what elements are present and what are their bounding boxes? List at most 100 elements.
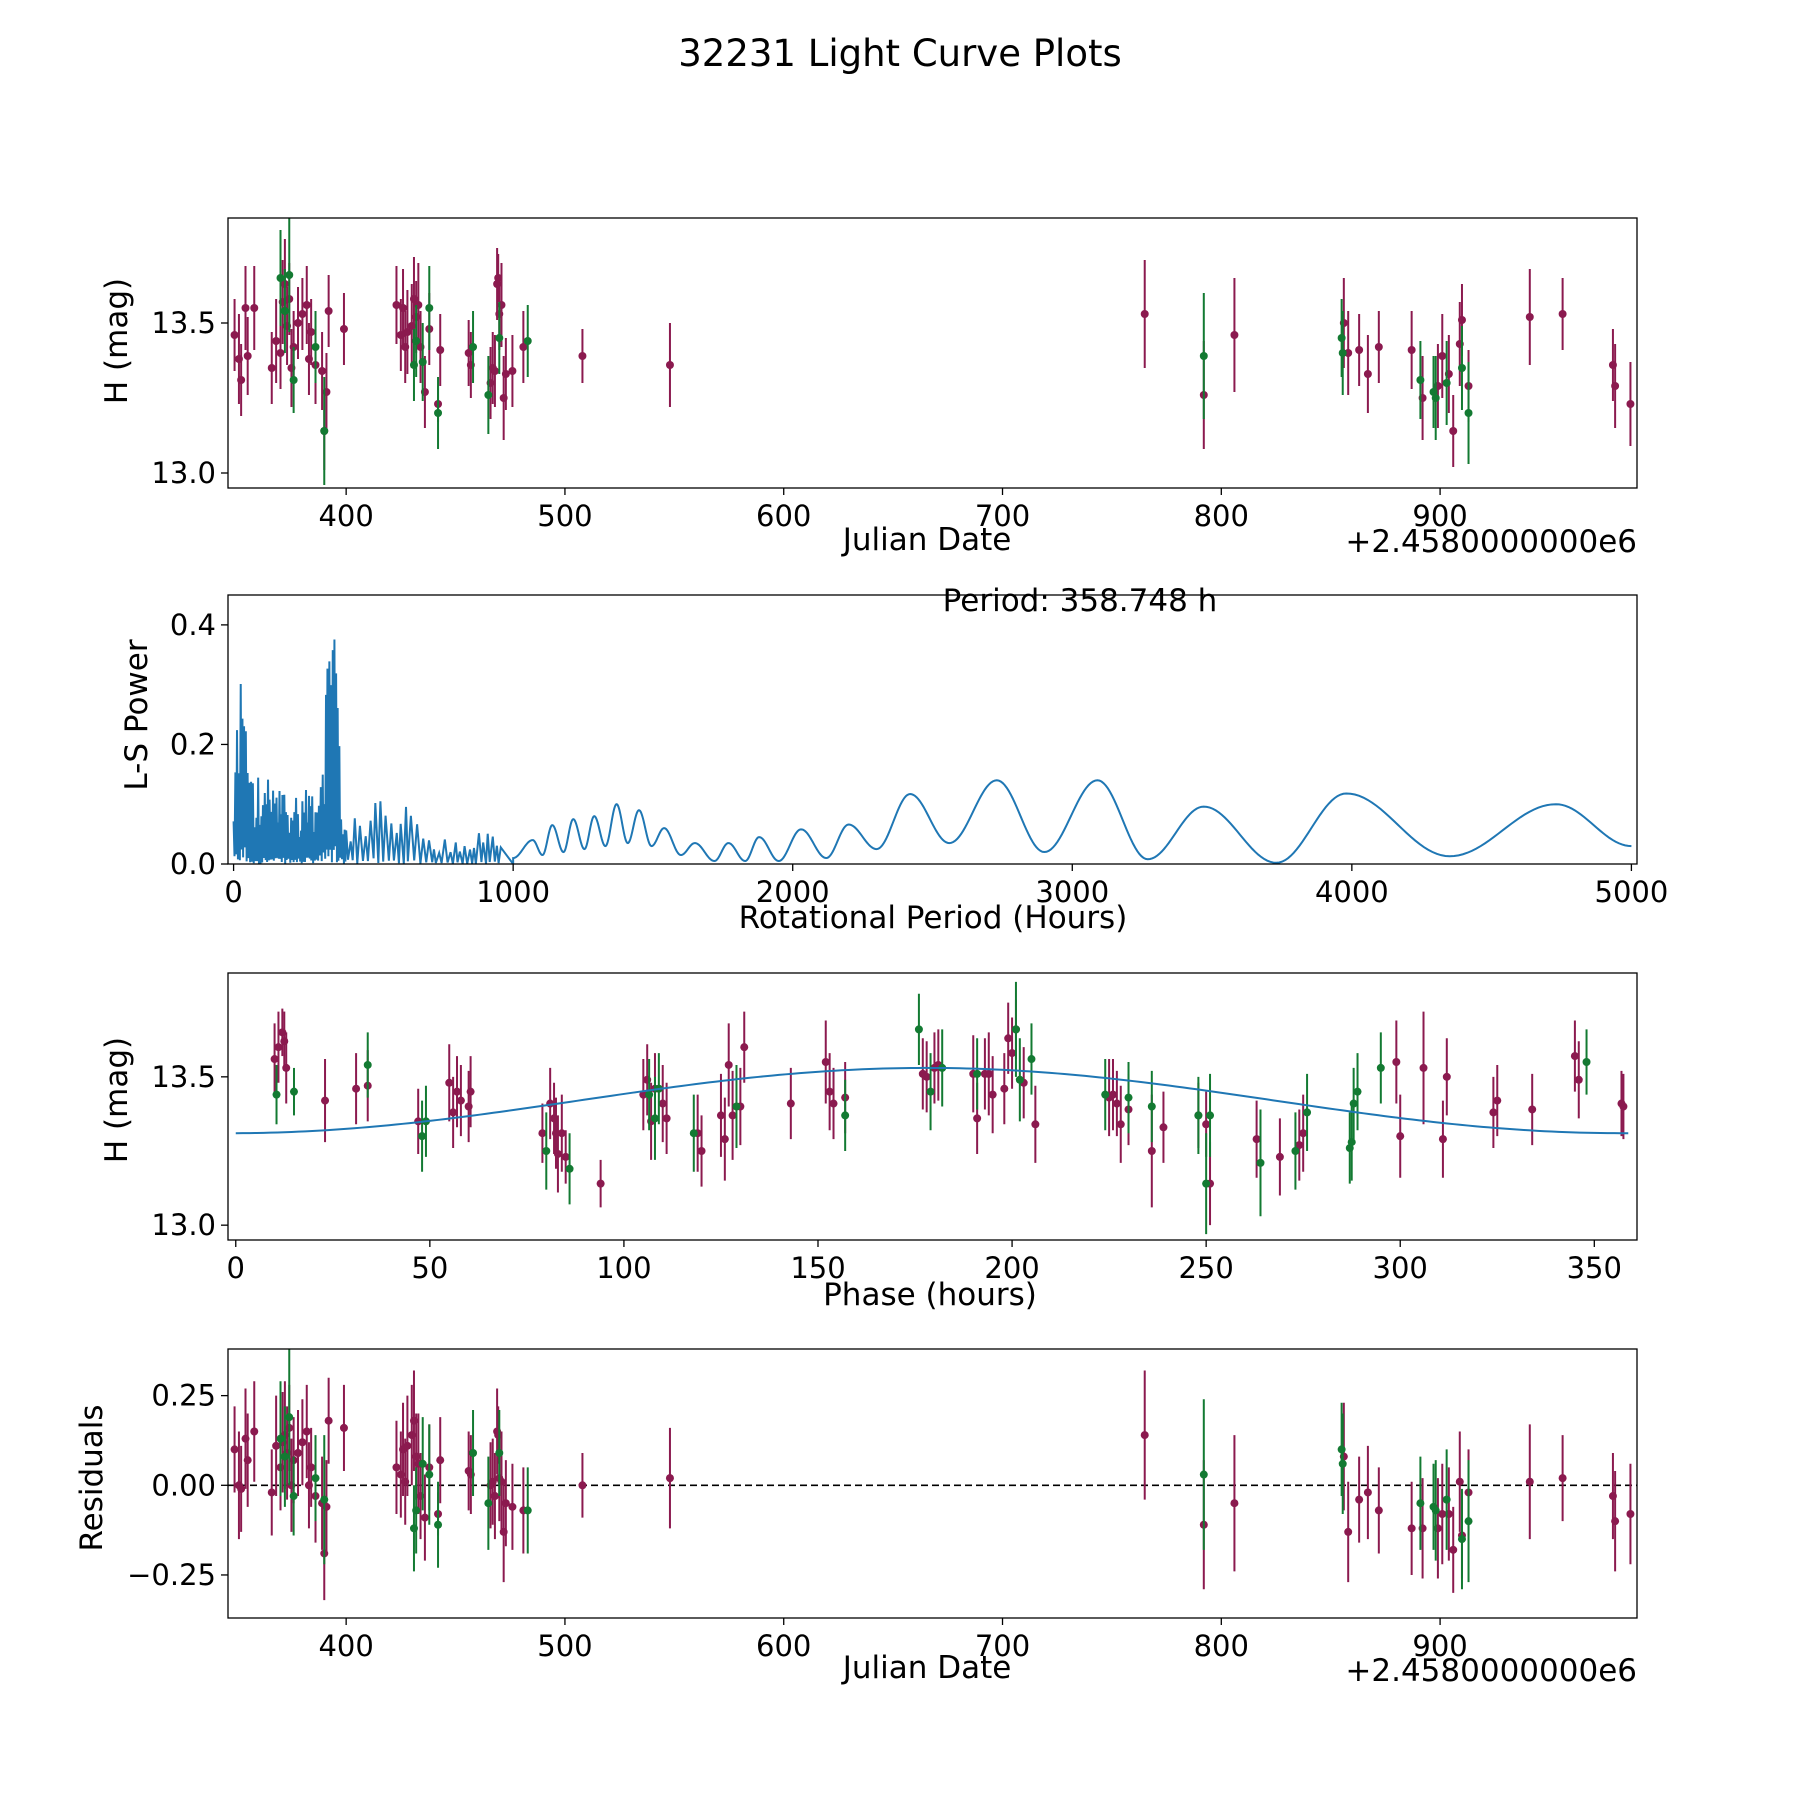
resid-point — [230, 1445, 239, 1454]
ls-frame — [227, 594, 1638, 865]
phase-point — [1347, 1138, 1356, 1147]
phase-point — [732, 1102, 741, 1111]
phase-point — [650, 1114, 659, 1123]
resid-point — [324, 1416, 333, 1425]
lc-offset-text: +2.4580000000e6 — [1345, 524, 1637, 560]
lc-point — [241, 304, 250, 312]
lc-plot-area — [230, 218, 1635, 485]
phase-xlabel: Phase (hours) — [823, 1277, 1037, 1313]
phase-point — [1299, 1129, 1308, 1138]
phase-point — [1015, 1075, 1024, 1084]
resid-point — [490, 1492, 499, 1501]
resid-point — [1140, 1431, 1149, 1440]
resid-xtick-label: 700 — [975, 1629, 1030, 1663]
resid-ytick-label: 0.00 — [151, 1468, 216, 1502]
phase-point — [662, 1114, 671, 1123]
lc-point — [289, 376, 298, 384]
resid-point — [403, 1441, 412, 1450]
phase-point — [1396, 1132, 1405, 1141]
periodogram-panel: Rotational Period (Hours) L-S Power Peri… — [119, 583, 1668, 936]
lc-point — [320, 427, 329, 435]
phase-point — [1124, 1093, 1133, 1102]
lc-point — [1464, 409, 1473, 417]
phase-point — [658, 1099, 667, 1108]
phase-point — [1008, 1049, 1017, 1058]
lc-point — [1611, 382, 1620, 390]
phase-point — [557, 1129, 566, 1138]
lc-point — [1230, 331, 1239, 339]
phase-ylabel: H (mag) — [99, 1037, 135, 1163]
phase-point — [1353, 1087, 1362, 1096]
phase-point — [270, 1055, 279, 1064]
lc-xtick-label: 600 — [756, 499, 811, 533]
ls-xtick-label: 1000 — [476, 875, 550, 909]
resid-point — [1626, 1509, 1635, 1518]
phase-point — [1112, 1099, 1121, 1108]
lc-xtick-label: 900 — [1412, 499, 1467, 533]
residuals-panel: Julian Date Residuals +2.4580000000e6 40… — [74, 1348, 1638, 1689]
phase-point — [1574, 1075, 1583, 1084]
resid-point — [434, 1520, 443, 1529]
resid-ylabel: Residuals — [74, 1404, 110, 1551]
resid-frame — [227, 1348, 1638, 1619]
resid-point — [1611, 1517, 1620, 1526]
lc-point — [285, 271, 294, 279]
phase-point — [1116, 1120, 1125, 1129]
resid-point — [665, 1474, 674, 1483]
ls-xtick-label: 0 — [224, 875, 242, 909]
resid-xtick-label: 800 — [1194, 1629, 1249, 1663]
resid-xtick-label: 500 — [537, 1629, 592, 1663]
phase-point — [1619, 1102, 1628, 1111]
lc-point — [501, 370, 510, 378]
resid-point — [276, 1434, 285, 1443]
lc-xtick-label: 500 — [537, 499, 592, 533]
lc-point — [665, 361, 674, 369]
ls-ylabel: L-S Power — [119, 639, 155, 790]
phase-point — [561, 1152, 570, 1161]
lc-point — [1337, 334, 1346, 342]
phase-xtick-label: 250 — [1178, 1251, 1233, 1285]
lc-xtick-label: 700 — [975, 499, 1030, 533]
lc-point — [243, 352, 252, 360]
resid-point — [436, 1456, 445, 1465]
phase-point — [289, 1087, 298, 1096]
phase-point — [1004, 1034, 1013, 1043]
resid-point — [285, 1413, 294, 1422]
lc-point — [276, 349, 285, 357]
figure-title: 32231 Light Curve Plots — [678, 32, 1122, 75]
resid-point — [1338, 1459, 1347, 1468]
resid-point — [1363, 1488, 1372, 1497]
resid-point — [1442, 1495, 1451, 1504]
phase-point — [1570, 1052, 1579, 1061]
phase-point — [821, 1058, 830, 1066]
resid-point — [1449, 1545, 1458, 1554]
resid-point — [425, 1470, 434, 1479]
ls-xtick-label: 4000 — [1315, 875, 1389, 909]
lc-point — [425, 304, 434, 312]
resid-xlabel: Julian Date — [841, 1650, 1012, 1686]
phase-point — [697, 1147, 706, 1155]
resid-point — [289, 1492, 298, 1501]
lc-point — [1442, 379, 1451, 387]
lc-point — [1363, 370, 1372, 378]
phase-point — [538, 1129, 547, 1138]
phase-point — [786, 1099, 795, 1108]
light-curve-panel: Julian Date H (mag) +2.4580000000e6 400 5… — [99, 217, 1638, 560]
resid-xtick-label: 900 — [1412, 1629, 1467, 1663]
phase-point — [1031, 1120, 1040, 1129]
phase-point — [1147, 1147, 1156, 1155]
phase-point — [321, 1096, 330, 1105]
resid-point — [484, 1499, 493, 1508]
resid-point — [523, 1506, 532, 1515]
resid-point — [250, 1427, 259, 1436]
lc-point — [230, 331, 239, 339]
phase-xtick-label: 100 — [596, 1251, 651, 1285]
ls-xtick-label: 5000 — [1595, 875, 1669, 909]
lc-xtick-label: 800 — [1194, 499, 1249, 533]
lc-point — [1457, 316, 1466, 324]
resid-point — [1558, 1474, 1567, 1483]
phase-point — [1108, 1090, 1117, 1099]
resid-point — [1374, 1506, 1383, 1515]
lc-point — [267, 364, 276, 372]
